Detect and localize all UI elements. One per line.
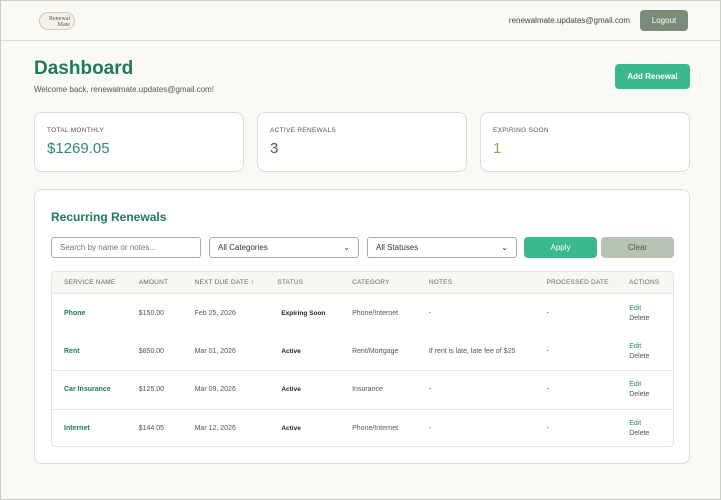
table-row: Phone $150.00 Feb 25, 2026 Expiring Soon Pho… — [52, 294, 673, 333]
clear-button[interactable]: Clear — [601, 237, 674, 258]
logout-button[interactable]: Logout — [640, 10, 688, 31]
cell-due: Mar 01, 2026 — [194, 347, 236, 355]
cell-amount: $125.00 — [138, 386, 165, 394]
column-header: PROCESSED DATE — [546, 279, 609, 286]
delete-link[interactable]: Delete — [629, 391, 650, 399]
chevron-down-icon: ⌄ — [343, 243, 350, 252]
cell-name: Car Insurance — [64, 386, 111, 394]
chevron-down-icon: ⌄ — [501, 243, 508, 252]
column-header: CATEGORY — [352, 279, 390, 286]
cell-notes: - — [428, 309, 432, 317]
delete-link[interactable]: Delete — [629, 430, 650, 438]
cell-actions: Edit Delete — [617, 381, 673, 398]
table-row: Car Insurance $125.00 Mar 09, 2026 Active In… — [52, 371, 673, 410]
cell-actions: Edit Delete — [617, 305, 673, 322]
cell-processed: - — [546, 347, 549, 355]
cell-notes: - — [428, 425, 432, 433]
cell-category: Phone/Internet — [352, 425, 399, 433]
renewals-table: SERVICE NAME AMOUNT NEXT DUE DATE ↑ STATUS C… — [51, 271, 674, 447]
top-bar: Renewal Mate renewalmate.updates@gmail.c… — [1, 1, 720, 41]
stat-expiring-soon: EXPIRING SOON 1 — [480, 112, 690, 172]
column-header: NOTES — [428, 279, 453, 286]
stat-value: 3 — [270, 140, 279, 157]
delete-link[interactable]: Delete — [629, 314, 650, 322]
cell-amount: $150.00 — [138, 309, 165, 317]
column-header: AMOUNT — [138, 279, 169, 286]
stat-total-monthly: TOTAL MONTHLY $1269.05 — [34, 112, 244, 172]
cell-amount: $144.05 — [138, 425, 165, 433]
cell-processed: - — [546, 309, 549, 317]
cell-category: Phone/Internet — [352, 309, 399, 317]
edit-link[interactable]: Edit — [629, 342, 642, 350]
renewals-panel: Recurring Renewals All Categories ⌄ All S… — [34, 189, 690, 464]
stat-value: $1269.05 — [47, 140, 110, 157]
cell-status: Active — [281, 347, 301, 355]
cell-due: Mar 09, 2026 — [194, 386, 236, 394]
cell-category: Insurance — [352, 386, 383, 394]
delete-link[interactable]: Delete — [629, 352, 650, 360]
stat-value: 1 — [493, 140, 502, 157]
column-header: SERVICE NAME — [64, 279, 116, 286]
cell-due: Feb 25, 2026 — [194, 309, 236, 317]
edit-link[interactable]: Edit — [629, 420, 642, 428]
cell-actions: Edit Delete — [617, 420, 673, 437]
cell-name: Internet — [64, 425, 90, 433]
column-header: STATUS — [277, 279, 304, 286]
cell-amount: $850.00 — [138, 347, 165, 355]
column-header[interactable]: NEXT DUE DATE ↑ — [194, 279, 255, 286]
category-value: All Categories — [218, 243, 268, 252]
edit-link[interactable]: Edit — [629, 381, 642, 389]
cell-name: Phone — [64, 309, 86, 317]
page-title: Dashboard — [34, 58, 134, 79]
search-input[interactable] — [51, 237, 201, 258]
cell-processed: - — [546, 386, 549, 394]
cell-notes: - — [428, 386, 432, 394]
cell-status: Active — [281, 386, 301, 394]
cell-name: Rent — [64, 347, 80, 355]
panel-title: Recurring Renewals — [51, 210, 167, 224]
cell-processed: - — [546, 425, 549, 433]
stat-label: EXPIRING SOON — [493, 127, 549, 134]
apply-button[interactable]: Apply — [524, 237, 597, 258]
cell-status: Expiring Soon — [281, 309, 326, 317]
category-select[interactable]: All Categories ⌄ — [209, 237, 359, 258]
cell-status: Active — [281, 425, 301, 433]
table-header: SERVICE NAME AMOUNT NEXT DUE DATE ↑ STATUS C… — [52, 272, 673, 294]
table-row: Rent $850.00 Mar 01, 2026 Active Rent/Mortga… — [52, 333, 673, 371]
status-select[interactable]: All Statuses ⌄ — [367, 237, 517, 258]
column-header: ACTIONS — [629, 279, 660, 286]
stat-label: ACTIVE RENEWALS — [270, 127, 337, 134]
stat-label: TOTAL MONTHLY — [47, 127, 105, 134]
cell-actions: Edit Delete — [617, 343, 673, 360]
stat-active-renewals: ACTIVE RENEWALS 3 — [257, 112, 467, 172]
table-row: Internet $144.05 Mar 12, 2026 Active Phone/I… — [52, 410, 673, 447]
status-value: All Statuses — [376, 243, 419, 252]
add-renewal-button[interactable]: Add Renewal — [615, 64, 690, 89]
user-email: renewalmate.updates@gmail.com — [508, 16, 630, 25]
cell-category: Rent/Mortgage — [352, 347, 399, 355]
welcome-text: Welcome back, renewalmate.updates@gmail.… — [34, 85, 215, 94]
edit-link[interactable]: Edit — [629, 304, 642, 312]
logo[interactable]: Renewal Mate — [39, 11, 75, 30]
cell-due: Mar 12, 2026 — [194, 425, 236, 433]
cell-notes: If rent is late, late fee of $25 — [428, 347, 516, 355]
